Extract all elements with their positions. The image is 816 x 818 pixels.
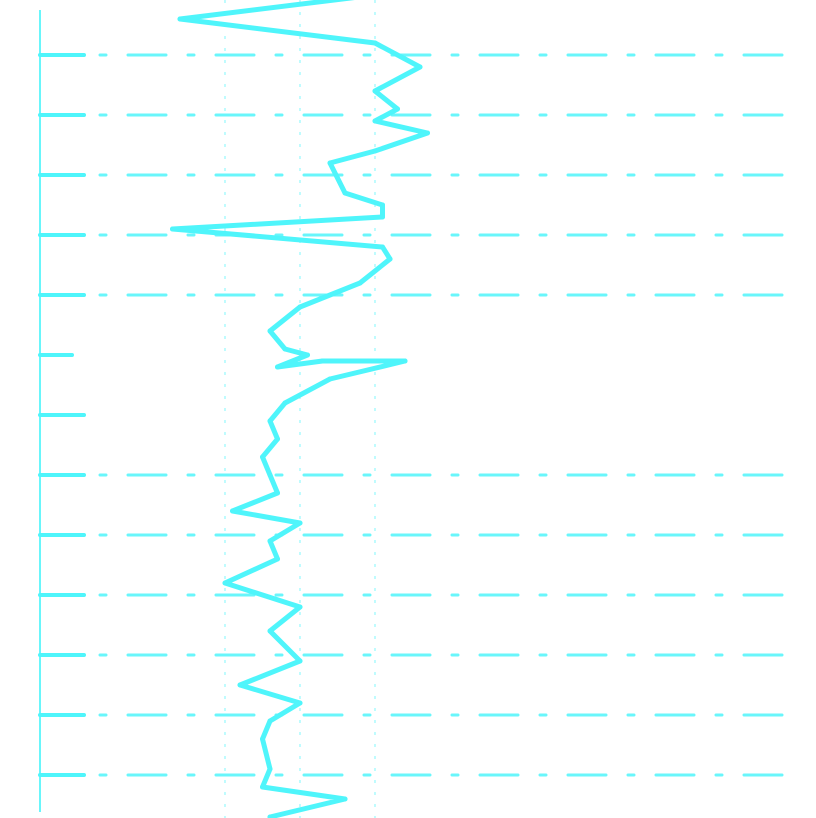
data-point xyxy=(357,280,363,286)
data-point xyxy=(305,352,310,358)
data-point xyxy=(275,436,280,442)
data-point xyxy=(177,16,183,22)
trace-layer xyxy=(170,0,430,818)
data-point xyxy=(260,736,265,742)
data-point xyxy=(267,814,273,818)
data-point xyxy=(372,148,378,154)
data-point xyxy=(267,538,273,544)
data-point xyxy=(380,214,385,220)
data-point xyxy=(372,40,378,46)
data-point xyxy=(380,202,385,208)
data-point xyxy=(275,556,280,562)
data-point xyxy=(372,118,378,124)
data-point xyxy=(267,418,273,424)
data-point xyxy=(170,226,175,232)
data-point xyxy=(395,106,400,112)
data-point xyxy=(402,358,408,364)
data-point xyxy=(342,190,348,196)
data-point xyxy=(297,604,303,610)
data-point xyxy=(297,520,303,526)
data-point xyxy=(275,364,280,370)
data-point xyxy=(267,472,273,478)
data-point xyxy=(297,304,303,310)
data-point xyxy=(260,784,265,790)
data-point xyxy=(230,508,235,514)
y-axis xyxy=(38,10,86,812)
data-point xyxy=(327,376,333,382)
data-point xyxy=(417,64,423,70)
data-point xyxy=(267,766,273,772)
data-point xyxy=(327,160,333,166)
data-point xyxy=(380,244,385,250)
data-point xyxy=(282,400,288,406)
gridlines xyxy=(38,0,792,818)
data-point xyxy=(222,580,228,586)
data-point xyxy=(275,490,280,496)
data-point xyxy=(282,346,288,352)
data-point xyxy=(372,88,378,94)
data-point xyxy=(260,454,265,460)
data-point xyxy=(267,628,273,634)
data-point xyxy=(425,130,430,136)
data-point xyxy=(387,256,393,262)
data-point xyxy=(297,658,303,664)
data-point xyxy=(237,682,243,688)
data-point xyxy=(320,358,325,364)
data-point xyxy=(267,718,273,724)
data-point xyxy=(342,796,348,802)
data-point xyxy=(297,700,303,706)
data-point xyxy=(267,328,273,334)
